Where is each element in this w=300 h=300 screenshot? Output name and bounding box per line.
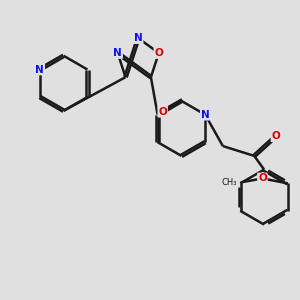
Text: O: O [158, 107, 167, 117]
Text: O: O [154, 48, 163, 58]
Text: O: O [272, 131, 280, 141]
Text: N: N [134, 33, 142, 43]
Text: N: N [113, 48, 122, 58]
Text: N: N [201, 110, 210, 120]
Text: CH₃: CH₃ [221, 178, 237, 187]
Text: O: O [258, 173, 267, 184]
Text: N: N [35, 64, 44, 74]
